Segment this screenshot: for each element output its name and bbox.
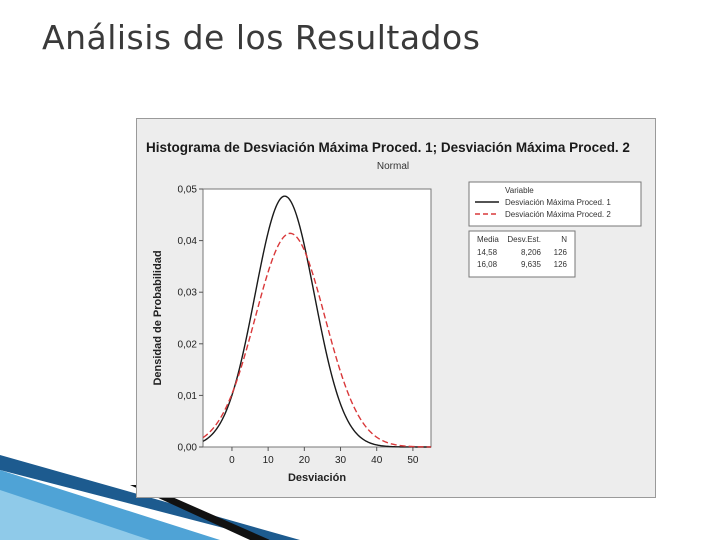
y-axis-label: Densidad de Probabilidad [152, 250, 164, 385]
x-tick-label: 10 [263, 455, 275, 466]
chart-frame: Histograma de Desviación Máxima Proced. … [136, 118, 656, 498]
y-tick-label: 0,03 [178, 288, 198, 299]
chart-subtitle: Normal [377, 161, 409, 172]
x-tick-label: 40 [371, 455, 383, 466]
x-tick-label: 20 [299, 455, 311, 466]
stats-header: Desv.Est. [507, 235, 541, 244]
stats-cell: 16,08 [477, 260, 498, 269]
legend-entry-1: Desviación Máxima Proced. 1 [505, 198, 611, 207]
legend-box [468, 181, 642, 227]
stripe-light [0, 490, 150, 540]
chart-svg: Histograma de Desviación Máxima Proced. … [146, 140, 642, 484]
series-line-1 [202, 195, 431, 448]
y-tick-label: 0,02 [178, 339, 198, 350]
stripe-black [130, 485, 270, 540]
y-tick-label: 0,04 [178, 236, 198, 247]
stats-cell: 8,206 [521, 248, 542, 257]
plot-area [202, 188, 432, 448]
series-line-2 [202, 232, 432, 448]
y-tick-label: 0,01 [178, 391, 198, 402]
stats-header: N [561, 235, 567, 244]
x-tick-label: 50 [407, 455, 419, 466]
chart-title: Histograma de Desviación Máxima Proced. … [146, 140, 630, 155]
x-tick-label: 0 [229, 455, 235, 466]
stats-cell: 126 [554, 260, 568, 269]
stats-table [468, 230, 576, 278]
stats-cell: 9,635 [521, 260, 542, 269]
x-axis-label: Desviación [288, 472, 346, 484]
x-tick-label: 30 [335, 455, 347, 466]
stats-header: Media [477, 235, 499, 244]
legend-title: Variable [505, 186, 534, 195]
slide-title: Análisis de los Resultados [42, 18, 481, 57]
legend-entry-2: Desviación Máxima Proced. 2 [505, 210, 611, 219]
stats-cell: 126 [554, 248, 568, 257]
y-tick-label: 0,00 [178, 443, 198, 454]
y-tick-label: 0,05 [178, 185, 198, 196]
stats-cell: 14,58 [477, 248, 498, 257]
